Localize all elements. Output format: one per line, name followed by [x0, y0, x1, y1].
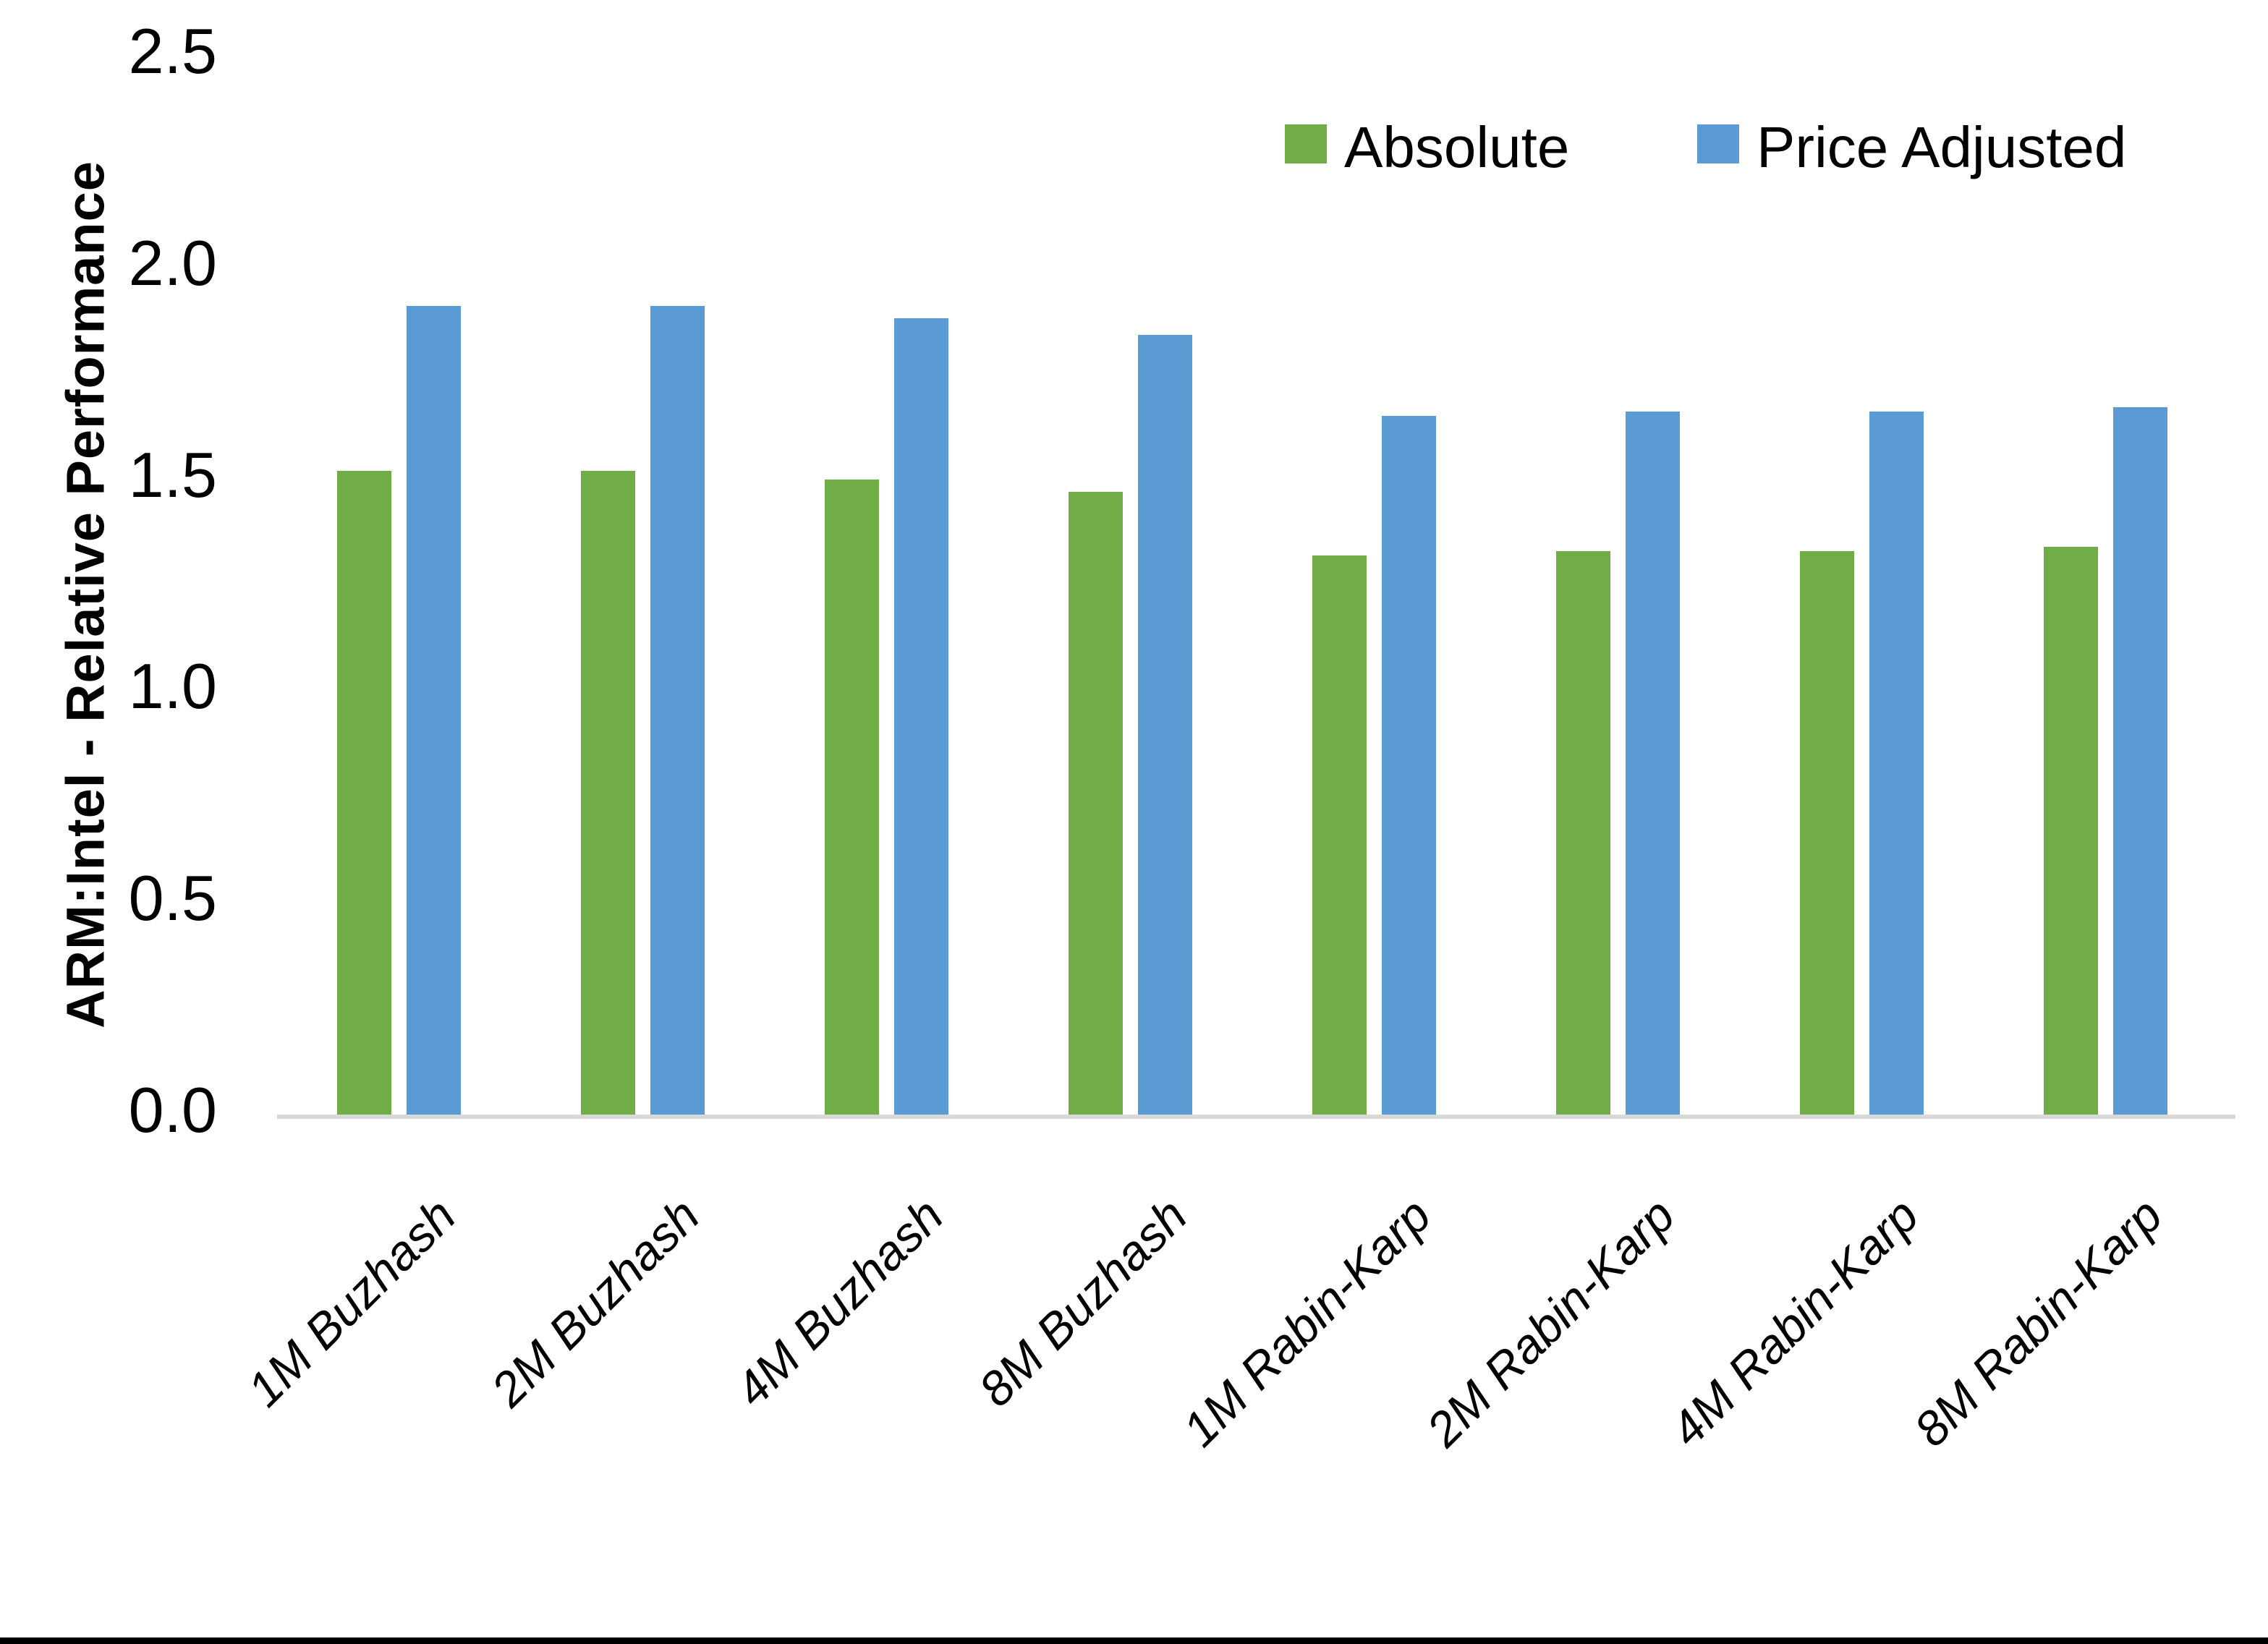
y-tick-label: 2.0 — [128, 226, 217, 299]
bar-absolute — [825, 479, 879, 1115]
bar-price-adjusted — [1626, 411, 1680, 1115]
bar-price-adjusted — [1138, 335, 1192, 1115]
bar-absolute — [581, 470, 635, 1115]
x-category-label: 1M Buzhash — [237, 1188, 467, 1418]
x-category-label: 8M Buzhash — [969, 1188, 1198, 1418]
bar-price-adjusted — [1382, 415, 1436, 1115]
x-category-label: 2M Buzhash — [481, 1188, 710, 1418]
legend-label: Absolute — [1344, 115, 1570, 179]
y-tick-label: 2.5 — [128, 15, 217, 87]
bar-absolute — [1312, 555, 1367, 1115]
legend-swatch-absolute — [1285, 124, 1327, 163]
x-category-label: 4M Rabin-Karp — [1660, 1188, 1929, 1457]
bar-absolute — [1800, 551, 1854, 1115]
bar-absolute — [2044, 547, 2098, 1115]
bar-price-adjusted — [2113, 407, 2167, 1115]
bar-price-adjusted — [650, 305, 705, 1115]
x-axis-line — [277, 1115, 2235, 1119]
x-category-label: 2M Rabin-Karp — [1416, 1188, 1686, 1457]
bottom-border-bar — [0, 1637, 2268, 1644]
legend-swatch-price-adjusted — [1697, 124, 1739, 163]
bar-price-adjusted — [1869, 411, 1924, 1115]
bar-absolute — [1069, 492, 1123, 1115]
bar-price-adjusted — [407, 305, 461, 1115]
legend-label: Price Adjusted — [1757, 115, 2127, 179]
y-tick-label: 0.5 — [128, 862, 217, 934]
y-tick-label: 0.0 — [128, 1074, 217, 1146]
bar-price-adjusted — [894, 318, 948, 1115]
x-category-label: 1M Rabin-Karp — [1172, 1188, 1442, 1457]
y-tick-label: 1.0 — [128, 650, 217, 723]
bar-absolute — [1556, 551, 1610, 1115]
x-category-label: 8M Rabin-Karp — [1903, 1188, 2173, 1457]
x-category-label: 4M Buzhash — [725, 1188, 954, 1418]
y-tick-label: 1.5 — [128, 438, 217, 511]
bar-absolute — [337, 470, 391, 1115]
